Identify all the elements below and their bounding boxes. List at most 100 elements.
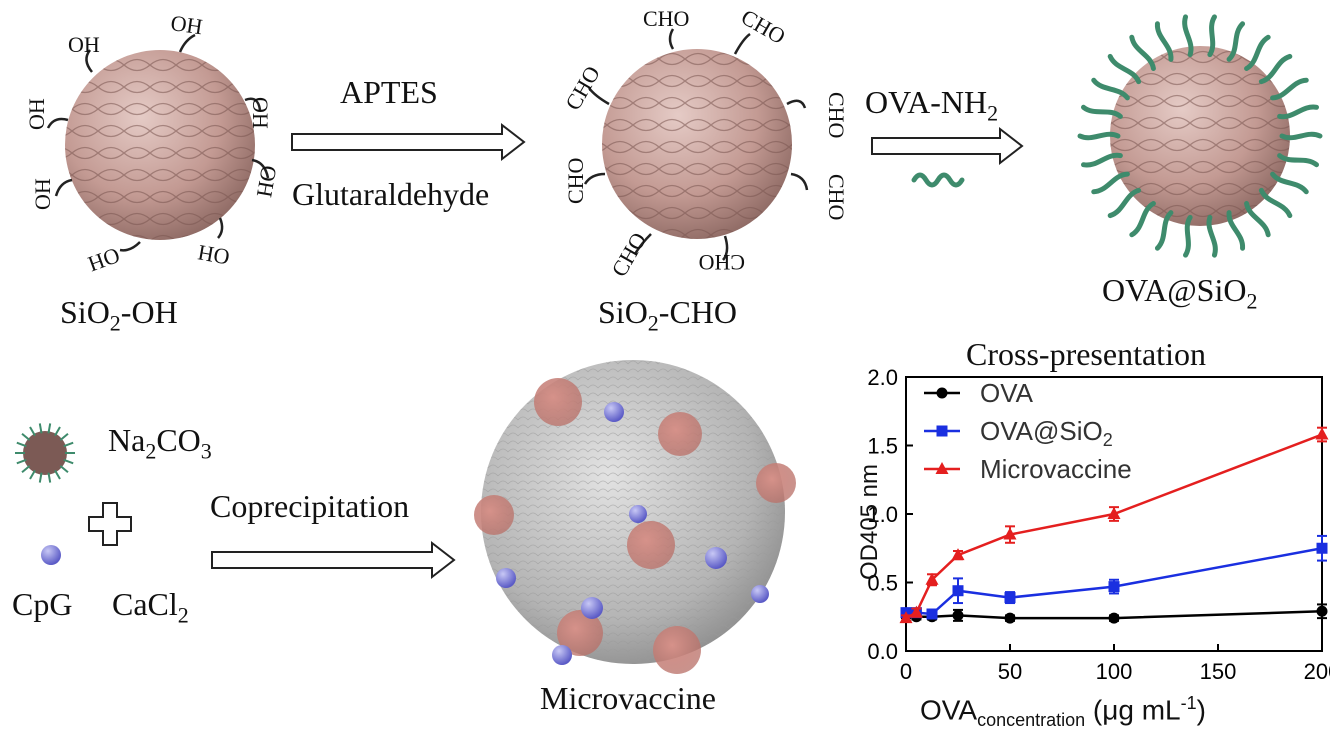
ova-strand <box>1270 77 1309 101</box>
ova-strand <box>21 432 31 441</box>
ova-strand <box>1129 200 1156 238</box>
oh-group: OH <box>248 97 273 129</box>
embedded-ova-sio2 <box>474 378 796 674</box>
ova-strand <box>54 426 61 437</box>
x-tick-label: 200 <box>1304 659 1330 684</box>
data-point <box>935 462 949 474</box>
ova-nh2-label: OVA-NH2 <box>865 86 998 124</box>
plus-icon <box>88 502 132 546</box>
coprecipitation-label: Coprecipitation <box>210 488 410 524</box>
ova-strand <box>47 472 52 483</box>
cho-group: CHO <box>699 250 745 275</box>
ova-strand <box>29 469 36 480</box>
label-sub: 2 <box>109 310 121 336</box>
ova-strand <box>21 465 31 474</box>
data-point <box>909 605 923 618</box>
sio2-oh-particle: OH OH OH OH OH OH OH OH <box>24 10 282 277</box>
label-sub: 2 <box>647 310 659 336</box>
na2co3-label: Na2CO3 <box>108 424 212 462</box>
oh-group: OH <box>85 243 124 277</box>
xlabel-sup: -1 <box>1180 693 1197 713</box>
chart-ylabel: OD405 nm <box>856 463 883 581</box>
legend-label: Microvaccine <box>980 454 1132 484</box>
label-sub: 2 <box>1246 288 1258 314</box>
y-tick-label: 0.0 <box>867 639 898 664</box>
ova-sio2-particle <box>1077 14 1323 258</box>
label-na: Na <box>108 422 146 458</box>
label-sub: 3 <box>200 438 212 464</box>
cho-group: CHO <box>560 62 605 115</box>
series-ova <box>900 603 1328 624</box>
ova-strand <box>59 465 69 474</box>
cpg-label: CpG <box>12 586 73 622</box>
ova-strand <box>1077 131 1121 141</box>
data-point <box>952 609 964 621</box>
silica-sphere <box>1110 46 1290 226</box>
label-co: CO <box>156 422 201 458</box>
legend-entry: OVA <box>924 378 1034 408</box>
glutaraldehyde-label: Glutaraldehyde <box>292 176 490 212</box>
data-point <box>1316 542 1328 554</box>
ova-strand <box>1091 77 1130 101</box>
ova-strand <box>1244 200 1271 238</box>
ova-strand <box>1154 21 1174 62</box>
data-point <box>925 572 939 585</box>
silica-sphere <box>602 49 792 239</box>
cho-group: CHO <box>737 4 790 49</box>
ova-strand <box>38 472 43 483</box>
ova-strand <box>1154 210 1174 251</box>
ova-strand <box>63 458 74 465</box>
data-point <box>1108 612 1120 624</box>
xlabel-close: ) <box>1196 694 1206 726</box>
ova-strand <box>1107 53 1142 85</box>
sio2-oh-label: SiO2-OH <box>60 296 178 334</box>
ova-sio2-label: OVA@SiO2 <box>1102 274 1257 312</box>
label-sub: 2 <box>145 438 157 464</box>
ova-strand <box>1091 171 1130 195</box>
label-sub: 2 <box>177 602 189 628</box>
cho-group: CHO <box>563 158 588 204</box>
oh-group: OH <box>30 178 55 210</box>
label-suffix: -CHO <box>658 294 738 330</box>
y-tick-label: 0.5 <box>867 571 898 596</box>
data-point <box>1107 507 1121 519</box>
oh-group: OH <box>252 164 282 200</box>
ova-strand <box>1258 187 1293 219</box>
ova-strand <box>1080 152 1123 168</box>
label-main: SiO <box>60 294 110 330</box>
ova-strand <box>1279 131 1323 141</box>
legend-label-sub: 2 <box>1103 430 1113 450</box>
silica-sphere <box>65 50 255 240</box>
oh-group: OH <box>196 240 232 270</box>
label-main: SiO <box>598 294 648 330</box>
ova-strand <box>38 423 43 434</box>
y-tick-label: 1.5 <box>867 434 898 459</box>
ova-protein-icon <box>911 172 965 188</box>
x-tick-label: 100 <box>1096 659 1133 684</box>
data-point <box>1316 605 1328 617</box>
arrow-3 <box>211 540 456 580</box>
y-tick-label: 1.0 <box>867 502 898 527</box>
ova-strand <box>1183 214 1193 258</box>
linker-lines <box>46 33 270 252</box>
label-suffix: -OH <box>120 294 178 330</box>
linker-lines <box>583 28 809 261</box>
data-point <box>1003 527 1017 540</box>
cho-group: CHO <box>606 228 651 281</box>
ova-strand <box>1270 171 1309 195</box>
aptes-label: APTES <box>340 74 438 110</box>
legend-entry: Microvaccine <box>924 454 1132 484</box>
arrow-1 <box>291 122 526 162</box>
chart-title: Cross-presentation <box>966 336 1206 372</box>
x-tick-label: 150 <box>1200 659 1237 684</box>
legend-entry: OVA@SiO2 <box>924 416 1113 450</box>
data-point <box>1108 581 1120 593</box>
ova-strand <box>1207 14 1217 58</box>
data-point <box>952 585 964 597</box>
ova-strand <box>29 426 36 437</box>
data-point <box>936 387 948 399</box>
x-tick-label: 0 <box>900 659 912 684</box>
xlabel-main: OVA <box>920 694 978 726</box>
data-point <box>899 611 913 624</box>
cross-presentation-chart: 0.0 0.5 1.0 1.5 2.0 0 50 100 150 200 OVA OVA@SiO2 M… <box>867 365 1330 684</box>
